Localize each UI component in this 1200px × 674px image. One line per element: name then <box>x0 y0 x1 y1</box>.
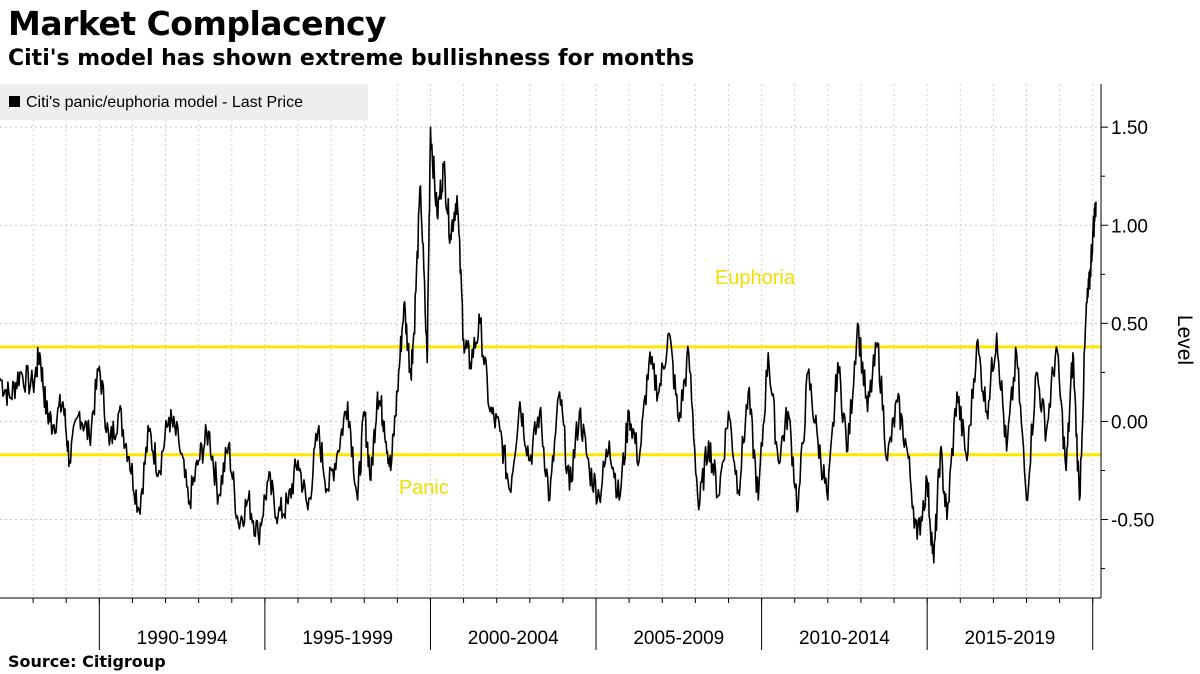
x-tick-label: 2000-2004 <box>468 628 559 649</box>
annotations: Euphoria Panic <box>399 267 796 499</box>
y-tick-label: 1.50 <box>1111 118 1148 139</box>
y-tick-label: 0.50 <box>1111 314 1148 335</box>
axes: -0.50 0.00 0.50 1.00 1.50 1990-1994 1995-1999 2… <box>0 84 1154 650</box>
legend-box <box>0 84 368 120</box>
y-axis-label: Level <box>1173 315 1196 365</box>
reference-lines <box>0 345 1101 457</box>
annotation-euphoria: Euphoria <box>715 267 796 289</box>
y-tick-label: -0.50 <box>1111 511 1154 532</box>
gridlines <box>0 84 1101 598</box>
x-tick-label: 1995-1999 <box>302 628 393 649</box>
annotation-panic: Panic <box>399 477 449 499</box>
chart-subtitle: Citi's model has shown extreme bullishne… <box>8 46 695 71</box>
y-tick-label: 0.00 <box>1111 412 1148 433</box>
x-tick-label: 2015-2019 <box>965 628 1056 649</box>
legend: Citi's panic/euphoria model - Last Price <box>0 84 368 120</box>
source-note: Source: Citigroup <box>8 652 166 671</box>
series-layer <box>0 126 1097 564</box>
series-line <box>0 126 1097 564</box>
x-tick-label: 2010-2014 <box>799 628 890 649</box>
x-tick-label: 2005-2009 <box>633 628 724 649</box>
y-tick-label: 1.00 <box>1111 216 1148 237</box>
legend-swatch <box>9 96 20 107</box>
legend-label: Citi's panic/euphoria model - Last Price <box>26 94 303 111</box>
chart-title: Market Complacency <box>8 4 387 43</box>
x-tick-label: 1990-1994 <box>137 628 228 649</box>
